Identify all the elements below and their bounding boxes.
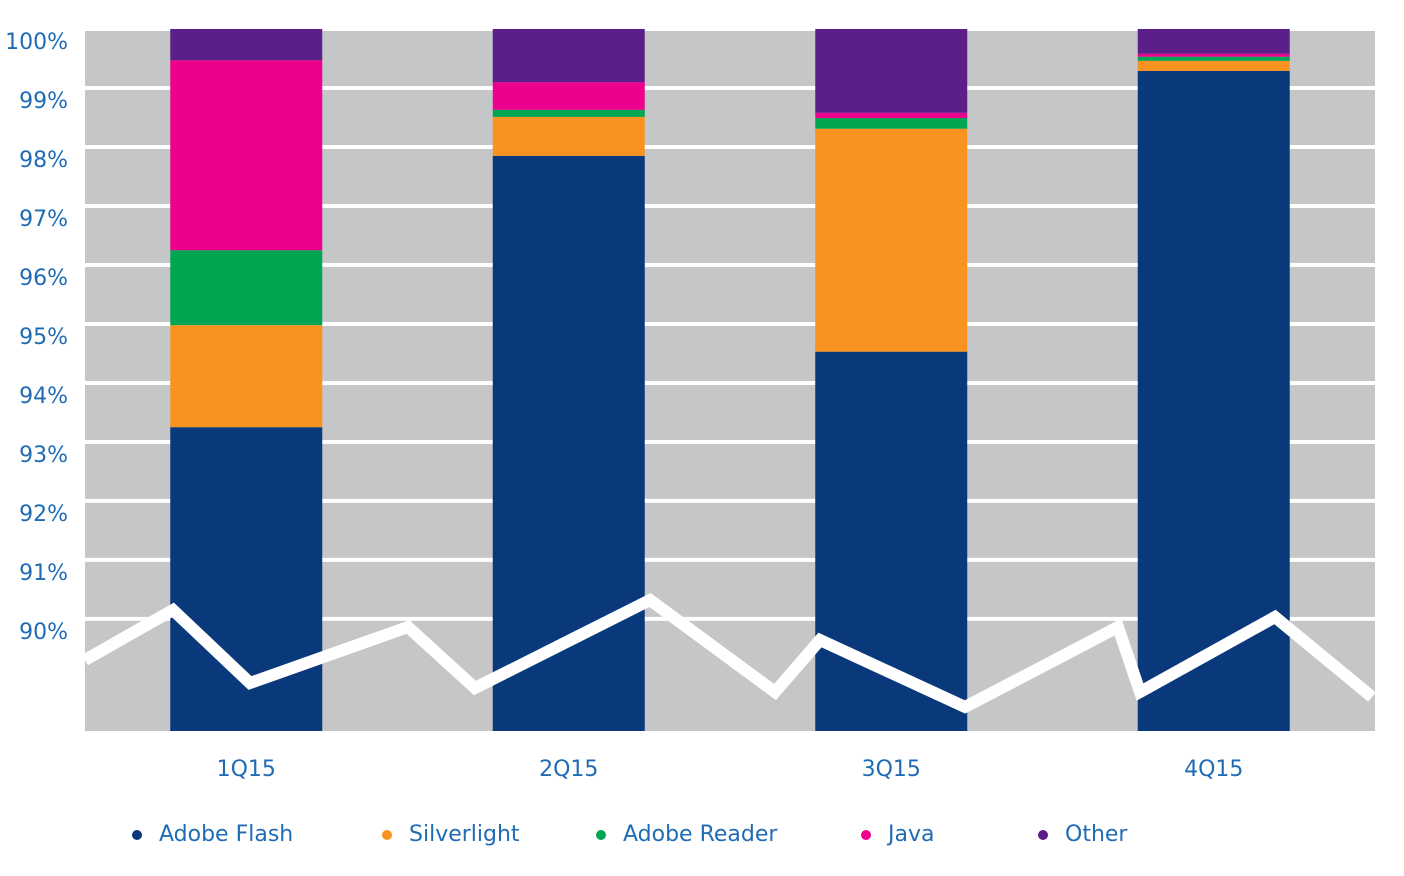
bar-segment xyxy=(492,29,645,83)
y-tick-label: 99% xyxy=(19,89,68,114)
bar-segment xyxy=(170,29,323,61)
bar-segment xyxy=(492,82,645,110)
legend-label: Adobe Reader xyxy=(623,822,778,847)
bar-segment xyxy=(815,118,968,129)
legend-label: Silverlight xyxy=(409,822,520,847)
decoration-line xyxy=(82,592,1376,714)
bar-segment xyxy=(815,112,968,119)
bar-segment xyxy=(492,116,645,156)
legend-marker xyxy=(132,830,142,840)
legend-label: Java xyxy=(886,822,934,847)
bar-segment xyxy=(1137,53,1290,57)
y-tick-label: 100% xyxy=(5,30,68,55)
legend-marker xyxy=(382,830,392,840)
bar-segment xyxy=(1137,60,1290,71)
y-tick-label: 95% xyxy=(19,325,68,350)
bar-segment xyxy=(170,325,323,428)
y-tick-label: 97% xyxy=(19,207,68,232)
bar-segment xyxy=(1137,70,1290,731)
legend-label: Other xyxy=(1065,822,1128,847)
x-tick-label: 1Q15 xyxy=(217,757,276,782)
bar-segment xyxy=(1137,29,1290,54)
legend-marker xyxy=(1038,830,1048,840)
bar-segment xyxy=(815,128,968,352)
x-tick-label: 3Q15 xyxy=(862,757,921,782)
y-tick-label: 93% xyxy=(19,443,68,468)
bar-segment xyxy=(815,29,968,113)
bar-segment xyxy=(170,250,323,326)
y-tick-label: 90% xyxy=(19,620,68,645)
bar-segment xyxy=(170,60,323,251)
y-tick-label: 98% xyxy=(19,148,68,173)
y-tick-label: 94% xyxy=(19,384,68,409)
y-tick-label: 96% xyxy=(19,266,68,291)
bar-segment xyxy=(1137,56,1290,61)
x-tick-label: 2Q15 xyxy=(539,757,598,782)
legend-marker xyxy=(596,830,606,840)
y-tick-label: 91% xyxy=(19,561,68,586)
bar-segment xyxy=(492,109,645,117)
y-tick-label: 92% xyxy=(19,502,68,527)
x-tick-label: 4Q15 xyxy=(1184,757,1243,782)
legend-label: Adobe Flash xyxy=(159,822,293,847)
legend-marker xyxy=(861,830,871,840)
